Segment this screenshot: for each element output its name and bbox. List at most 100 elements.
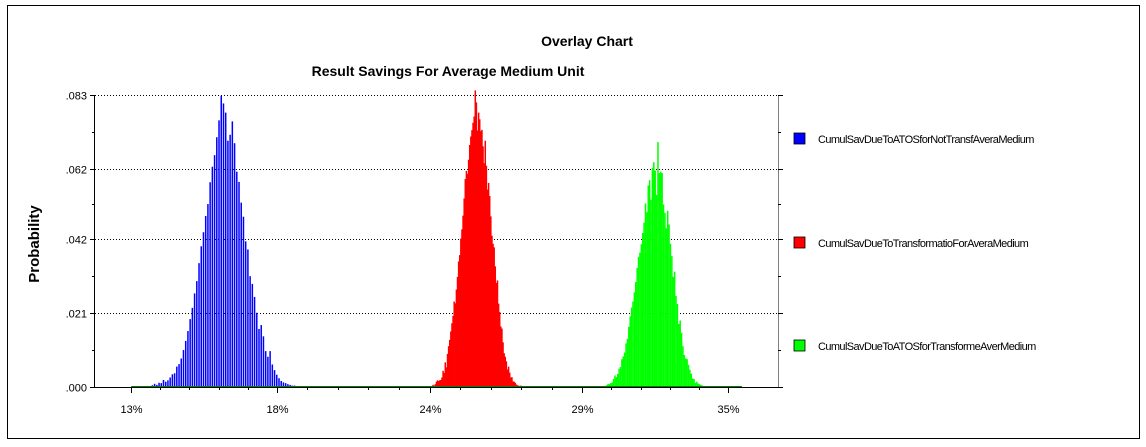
bar-series-1 (256, 313, 258, 387)
bar-series-1 (223, 103, 225, 387)
bar-series-3 (641, 244, 643, 387)
bar-series-1 (243, 217, 245, 387)
legend: CumulSavDueToATOSforNotTransfAveraMedium… (794, 133, 1036, 353)
bar-series-1 (218, 120, 220, 387)
bar-series-3 (677, 304, 679, 387)
bar-series-1 (278, 378, 280, 387)
x-tick-label: 24% (419, 404, 441, 416)
y-tick-label: .021 (66, 309, 87, 321)
bar-series-1 (258, 329, 260, 387)
bar-series-3 (667, 211, 669, 387)
legend-swatch (794, 237, 805, 248)
bar-series-3 (629, 316, 631, 387)
bar-series-3 (621, 359, 623, 387)
bar-series-3 (617, 374, 619, 387)
bar-series-1 (192, 308, 194, 387)
bar-series-3 (653, 162, 655, 387)
bar-series-3 (638, 257, 640, 387)
bar-series-1 (274, 370, 276, 387)
bar-series-3 (685, 359, 687, 388)
bar-series-1 (265, 351, 267, 387)
y-axis-label: Probability (26, 205, 43, 283)
bar-series-1 (214, 155, 216, 387)
bar-series-1 (167, 380, 169, 387)
bar-series-1 (254, 297, 256, 387)
bar-series-3 (684, 355, 686, 387)
bar-series-3 (624, 353, 626, 387)
bar-series-1 (260, 325, 262, 387)
legend-swatch (794, 340, 805, 351)
bar-series-3 (648, 185, 650, 387)
bar-series-1 (189, 319, 191, 387)
bar-series-1 (216, 137, 218, 387)
bar-series-3 (682, 346, 684, 387)
bar-series-1 (209, 182, 211, 387)
bar-series-1 (194, 293, 196, 387)
bar-series-1 (163, 380, 165, 387)
bar-series-1 (227, 141, 229, 387)
bar-series-3 (634, 292, 636, 387)
x-tick-label: 18% (266, 404, 288, 416)
legend-swatch (794, 133, 805, 144)
bar-series-1 (187, 331, 189, 387)
bar-series-3 (693, 379, 695, 387)
x-tick-label: 35% (717, 404, 739, 416)
x-tick-label: 13% (120, 404, 142, 416)
bar-series-1 (203, 232, 205, 387)
bar-series-1 (234, 143, 236, 387)
bar-series-3 (620, 367, 622, 387)
bar-series-3 (646, 212, 648, 387)
bar-series-1 (232, 121, 234, 387)
bar-series-3 (679, 321, 681, 387)
bar-series-3 (688, 365, 690, 387)
bar-series-3 (660, 172, 662, 387)
bar-series-1 (205, 216, 207, 387)
bar-series-3 (643, 223, 645, 387)
bar-series-3 (614, 375, 616, 387)
bar-series-1 (201, 246, 203, 387)
bar-series-3 (625, 343, 627, 387)
bar-series-3 (670, 244, 672, 387)
y-tick-label: .062 (66, 165, 87, 177)
legend-label: CumulSavDueToATOSforNotTransfAveraMedium (818, 134, 1034, 146)
y-tick-label: .000 (66, 383, 87, 395)
bar-series-1 (238, 182, 240, 387)
bar-series-3 (671, 256, 673, 387)
bar-series-1 (196, 281, 198, 387)
bar-series-1 (220, 96, 222, 387)
bar-series-3 (656, 195, 658, 387)
bar-series-3 (661, 173, 663, 387)
bar-series-3 (639, 253, 641, 387)
bar-series-3 (686, 359, 688, 387)
bar-series-1 (181, 359, 183, 388)
bar-series-3 (674, 272, 676, 387)
bar-series-3 (631, 307, 633, 387)
bar-series-3 (635, 282, 637, 387)
bar-series-1 (272, 364, 274, 387)
y-tick-label: .042 (66, 235, 87, 247)
bar-series-3 (666, 228, 668, 387)
bar-series-1 (245, 241, 247, 387)
bar-series-1 (236, 172, 238, 387)
bar-series-3 (628, 327, 630, 387)
bar-series-1 (252, 284, 254, 387)
bar-series-1 (225, 113, 227, 387)
bar-series-3 (632, 302, 634, 387)
gridlines (95, 96, 778, 314)
bar-series-3 (650, 200, 652, 387)
bar-series-3 (689, 370, 691, 387)
bar-series-1 (185, 341, 187, 387)
bar-series-3 (623, 356, 625, 387)
bar-series-1 (174, 373, 176, 387)
bar-series-3 (668, 224, 670, 387)
bar-series-1 (276, 375, 278, 387)
bar-series-3 (613, 379, 615, 387)
bar-series-3 (636, 268, 638, 387)
bar-series-1 (207, 204, 209, 387)
bar-series-1 (263, 336, 265, 387)
bar-series-1 (183, 350, 185, 387)
bar-series-3 (663, 204, 665, 387)
bar-series-3 (649, 180, 651, 387)
bar-series-3 (654, 171, 656, 387)
